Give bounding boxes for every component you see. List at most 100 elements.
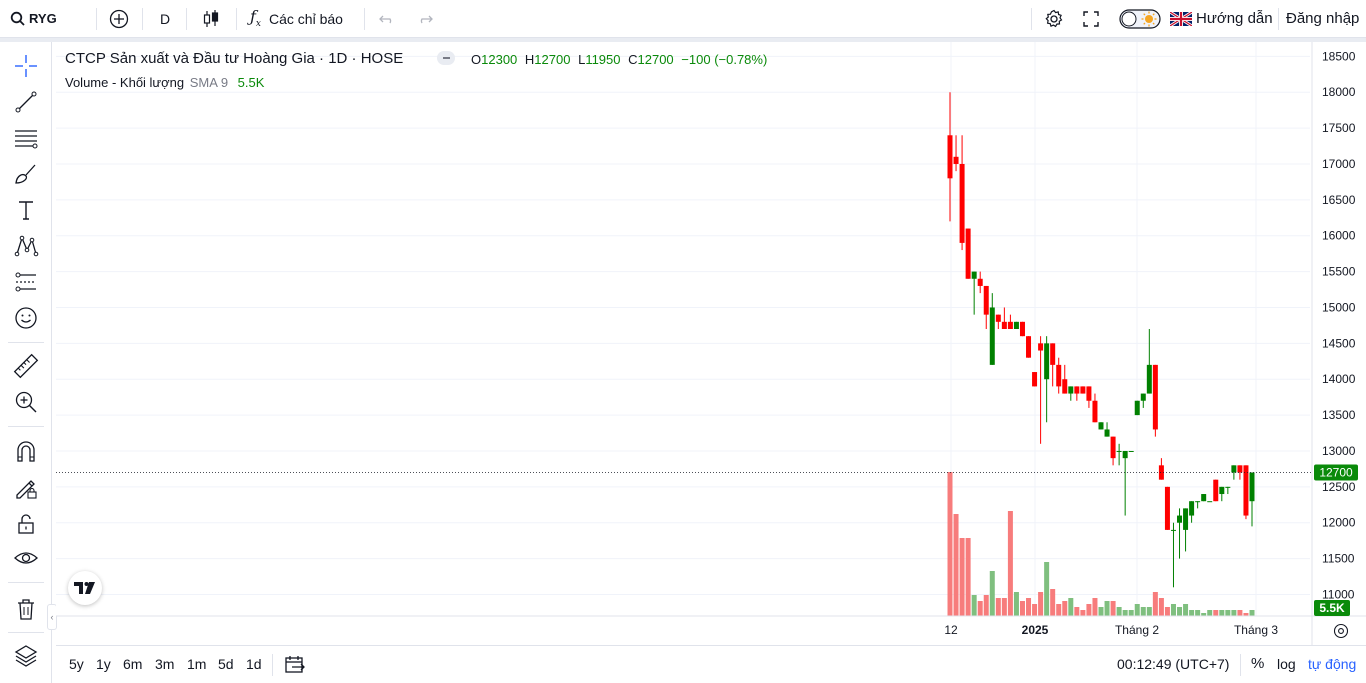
candle-body	[1001, 321, 1007, 329]
range-1d[interactable]: 1d	[246, 656, 262, 672]
volume-bar	[1026, 598, 1032, 616]
volume-bar	[1019, 601, 1025, 616]
candle-body	[1219, 486, 1225, 495]
volume-bar	[1170, 604, 1176, 616]
tradingview-logo[interactable]	[68, 571, 102, 605]
volume-label[interactable]: Volume - Khối lượng	[65, 75, 185, 90]
timezone-clock[interactable]: 00:12:49 (UTC+7)	[1117, 656, 1230, 672]
sun-toggle-icon	[1119, 8, 1161, 29]
goto-date-button[interactable]	[284, 654, 306, 681]
candle-body	[1062, 379, 1068, 394]
lock-tool[interactable]	[12, 510, 40, 538]
measure-tool[interactable]	[12, 352, 40, 380]
svg-text:5.5K: 5.5K	[1319, 601, 1345, 615]
volume-bar	[1110, 601, 1116, 616]
remove-tool[interactable]	[12, 595, 40, 623]
login-button[interactable]: Đăng nhập	[1286, 0, 1359, 38]
candle-body	[1074, 386, 1080, 394]
gear-icon	[1045, 9, 1063, 27]
brush-tool[interactable]	[12, 160, 40, 188]
crosshair-tool[interactable]	[12, 52, 40, 80]
range-3m[interactable]: 3m	[155, 656, 175, 672]
symbol-search[interactable]: RYG	[10, 0, 57, 38]
open-label: O	[471, 52, 482, 67]
chart-type-button[interactable]	[200, 0, 222, 38]
volume-bar	[1092, 598, 1098, 616]
redo-button[interactable]	[416, 0, 434, 38]
divider	[272, 654, 273, 676]
volume-bar	[1098, 607, 1104, 616]
fullscreen-icon	[1083, 10, 1099, 27]
emoji-tool[interactable]	[12, 304, 40, 332]
lock-drawings-tool[interactable]	[12, 474, 40, 502]
axis-settings-icon[interactable]	[1333, 623, 1349, 639]
range-6m[interactable]: 6m	[123, 656, 143, 672]
interval-label: D	[160, 10, 171, 27]
svg-text:12700: 12700	[1319, 466, 1353, 480]
volume-bar	[1219, 610, 1225, 616]
candle-body	[995, 314, 1001, 322]
candle-body	[1086, 386, 1092, 401]
volume-bar	[1237, 610, 1243, 616]
pattern-tool[interactable]	[12, 232, 40, 260]
interval-button[interactable]: D	[160, 0, 170, 38]
hide-tool[interactable]	[12, 544, 40, 572]
pattern-icon	[14, 235, 39, 257]
volume-bar	[1074, 607, 1080, 616]
range-1m[interactable]: 1m	[187, 656, 207, 672]
eye-icon	[14, 552, 38, 564]
range-1y[interactable]: 1y	[96, 656, 111, 672]
price-tick-label: 13500	[1322, 408, 1356, 422]
volume-bar	[977, 601, 983, 616]
time-tick-label: Tháng 2	[1115, 623, 1159, 637]
layers-icon	[14, 645, 38, 667]
candle-body	[1038, 343, 1044, 351]
auto-scale-toggle[interactable]: tự động	[1308, 656, 1357, 672]
collapse-toolbar-handle[interactable]: ‹	[47, 604, 57, 630]
undo-button[interactable]	[378, 0, 396, 38]
fullscreen-button[interactable]	[1081, 0, 1101, 38]
volume-bar	[1201, 613, 1207, 616]
indicators-button[interactable]: ƒx Các chỉ báo	[250, 0, 343, 38]
divider	[1031, 8, 1032, 30]
object-tree-tool[interactable]	[12, 642, 40, 670]
legend-toggle-button[interactable]	[437, 51, 455, 65]
range-5d[interactable]: 5d	[218, 656, 234, 672]
volume-bar	[1140, 607, 1146, 616]
forecast-tool[interactable]	[12, 268, 40, 296]
candle-body	[1050, 343, 1056, 365]
guide-link[interactable]: Hướng dẫn	[1170, 0, 1273, 38]
log-toggle[interactable]: log	[1277, 656, 1296, 672]
volume-bar	[1189, 610, 1195, 616]
candle-body	[1164, 486, 1170, 530]
volume-bar	[947, 472, 953, 616]
crosshair-icon	[15, 55, 37, 77]
volume-bar	[1086, 604, 1092, 616]
volume-bar	[995, 598, 1001, 616]
theme-toggle[interactable]	[1119, 0, 1161, 38]
candle-body	[1128, 450, 1134, 452]
price-tick-label: 12000	[1322, 516, 1356, 530]
compare-button[interactable]	[108, 0, 130, 38]
candle-body	[989, 307, 995, 365]
legend-title[interactable]: CTCP Sản xuất và Đầu tư Hoàng Gia · 1D ·…	[65, 50, 404, 67]
volume-bar	[1007, 511, 1013, 616]
candle-body	[1249, 472, 1255, 502]
magnet-tool[interactable]	[12, 438, 40, 466]
percent-toggle[interactable]: %	[1251, 655, 1265, 672]
zoom-tool[interactable]	[12, 388, 40, 416]
candle-body	[1237, 465, 1243, 473]
candle-body	[965, 228, 971, 279]
text-tool[interactable]	[12, 196, 40, 224]
time-tick-label: 12	[944, 623, 958, 637]
volume-bar	[1032, 604, 1038, 616]
trend-line-tool[interactable]	[12, 88, 40, 116]
candle-body	[1026, 336, 1032, 358]
settings-button[interactable]	[1043, 0, 1065, 38]
candle-body	[1056, 364, 1062, 387]
volume-bar	[1116, 607, 1122, 616]
fib-tool[interactable]	[12, 124, 40, 152]
range-5y[interactable]: 5y	[69, 656, 84, 672]
sma-label: SMA 9	[189, 75, 229, 90]
